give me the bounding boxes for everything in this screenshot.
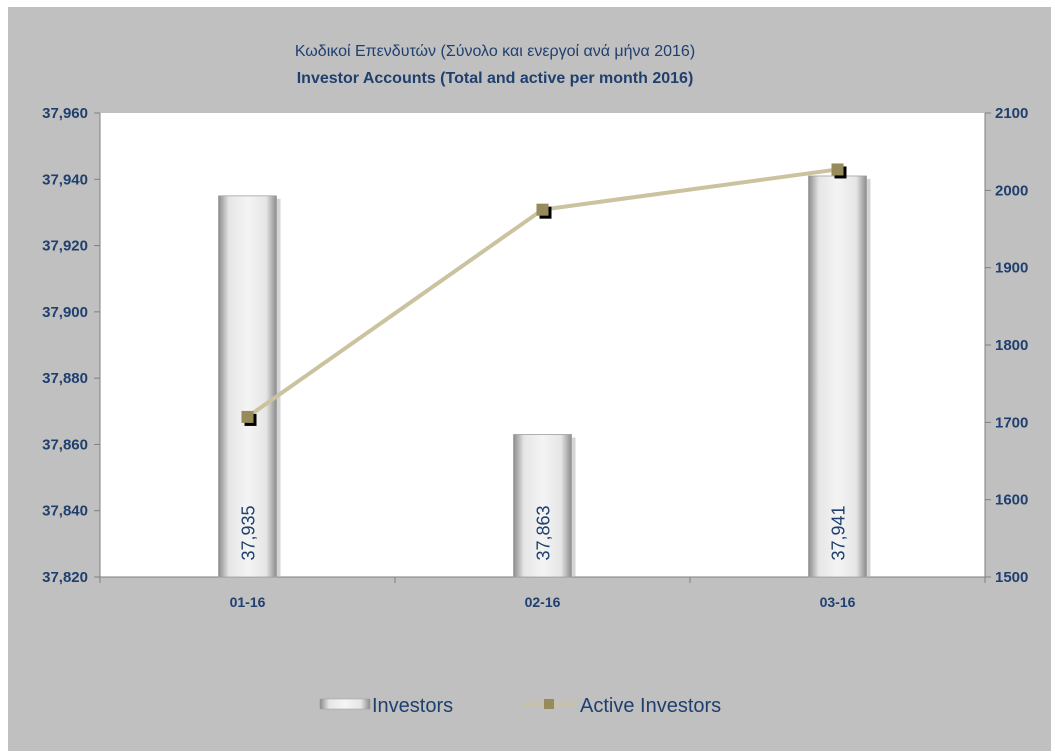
x-axis: 01-16 02-16 03-16 (99, 576, 986, 610)
line-point[interactable] (241, 410, 254, 423)
bar[interactable] (808, 175, 867, 578)
bar-data-label: 37,863 (534, 505, 554, 560)
chart-title: Κωδικοί Επενδυτών (Σύνολο και ενεργοί αν… (295, 43, 695, 60)
legend-swatch-active-investors-marker (544, 699, 554, 709)
x-tick-label: 03-16 (820, 594, 856, 610)
legend-item-active-investors[interactable]: Active Investors (523, 695, 721, 717)
bar-data-label: 37,941 (829, 505, 849, 560)
right-tick-label: 2100 (995, 105, 1028, 122)
x-tick-label: 02-16 (525, 594, 561, 610)
bar[interactable] (513, 434, 572, 578)
x-tick-label: 01-16 (230, 594, 266, 610)
chart-svg: Κωδικοί Επενδυτών (Σύνολο και ενεργοί αν… (42, 43, 1028, 717)
left-tick-label: 37,900 (42, 304, 88, 321)
right-axis: 1500 1600 1700 1800 1900 2000 2100 (984, 105, 1028, 586)
left-tick-label: 37,920 (42, 238, 88, 255)
legend-label-investors: Investors (372, 695, 453, 717)
chart-frame: Κωδικοί Επενδυτών (Σύνολο και ενεργοί αν… (8, 7, 1051, 751)
right-tick-label: 2000 (995, 182, 1028, 199)
chart-subtitle: Investor Accounts (Total and active per … (297, 70, 694, 87)
bar[interactable] (218, 195, 277, 578)
right-tick-label: 1500 (995, 569, 1028, 586)
left-axis: 37,820 37,840 37,860 37,880 37,900 37,920 37,9… (42, 105, 101, 586)
bar-series: 37,935 37,863 37,941 (218, 175, 871, 578)
right-tick-label: 1900 (995, 260, 1028, 277)
legend-swatch-investors (319, 698, 371, 710)
left-tick-label: 37,840 (42, 503, 88, 520)
line-series (241, 163, 847, 426)
right-tick-label: 1700 (995, 414, 1028, 431)
legend: Investors Active Investors (319, 695, 721, 717)
right-tick-label: 1800 (995, 337, 1028, 354)
left-tick-label: 37,880 (42, 370, 88, 387)
left-tick-label: 37,940 (42, 171, 88, 188)
legend-label-active-investors: Active Investors (580, 695, 721, 717)
left-tick-label: 37,860 (42, 436, 88, 453)
right-tick-label: 1600 (995, 492, 1028, 509)
legend-item-investors[interactable]: Investors (319, 695, 453, 717)
line-point[interactable] (536, 203, 549, 216)
line-point[interactable] (831, 163, 844, 176)
bar-data-label: 37,935 (239, 505, 259, 560)
left-tick-label: 37,960 (42, 105, 88, 122)
left-tick-label: 37,820 (42, 569, 88, 586)
